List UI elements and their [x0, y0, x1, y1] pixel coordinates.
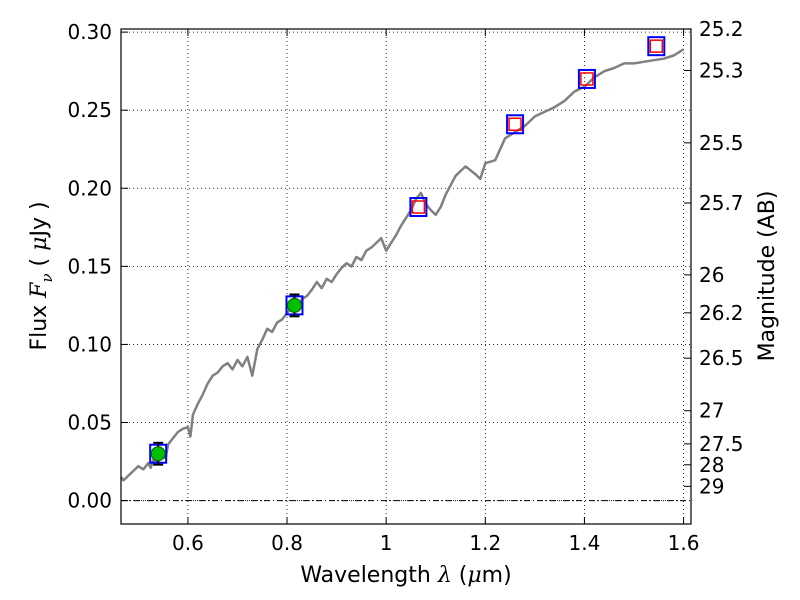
x-tick-label: 0.8 — [271, 531, 303, 555]
mag-tick-label: 26 — [699, 263, 724, 287]
plot-background — [121, 29, 691, 524]
photometry-markers — [149, 36, 666, 466]
y-axis-title: Flux Fν ( μJy ) — [27, 201, 56, 350]
mag-tick-label: 25.7 — [699, 191, 744, 215]
mag-tick-label: 25.5 — [699, 131, 744, 155]
axis-ticks: 0.6 0.8 1 1.2 1.4 1.6 0.00 0.05 0.10 0.15 0.20 0.25… — [67, 17, 743, 555]
model-spectrum-curve — [120, 48, 685, 482]
grid-lines — [121, 29, 691, 524]
y-tick-label: 0.00 — [67, 489, 112, 513]
mag-tick-label: 26.5 — [699, 346, 744, 370]
mag-tick-label: 27 — [699, 399, 724, 423]
model-box — [506, 114, 525, 135]
y-tick-label: 0.15 — [67, 254, 112, 278]
model-box — [647, 36, 666, 57]
x-tick-label: 0.6 — [172, 531, 204, 555]
model-point — [411, 200, 426, 214]
y-tick-label: 0.25 — [67, 98, 112, 122]
observed-point — [150, 446, 166, 462]
x-tick-label: 1.4 — [569, 531, 601, 555]
mag-tick-label: 25.3 — [699, 58, 744, 82]
mag-tick-label: 25.2 — [699, 17, 744, 41]
model-box — [409, 197, 428, 218]
model-point — [508, 117, 522, 132]
x-tick-label: 1 — [380, 531, 393, 555]
y-tick-label: 0.30 — [67, 20, 112, 44]
y-tick-label: 0.20 — [67, 176, 112, 200]
model-point — [580, 72, 594, 86]
model-point — [649, 39, 664, 53]
mag-tick-label: 28 — [699, 453, 724, 477]
y-tick-label: 0.10 — [67, 332, 112, 356]
mag-tick-label: 26.2 — [699, 301, 744, 325]
x-tick-label: 1.2 — [469, 531, 501, 555]
observed-point — [286, 297, 302, 313]
plot-frame — [120, 28, 692, 525]
y2-axis-title: Magnitude (AB) — [755, 191, 780, 362]
model-box — [577, 68, 596, 89]
mag-tick-label: 27.5 — [699, 432, 744, 456]
y-tick-label: 0.05 — [67, 411, 112, 435]
mag-tick-label: 29 — [699, 474, 724, 498]
x-axis-title: Wavelength λ (μm) — [300, 563, 511, 588]
x-tick-label: 1.6 — [668, 531, 700, 555]
